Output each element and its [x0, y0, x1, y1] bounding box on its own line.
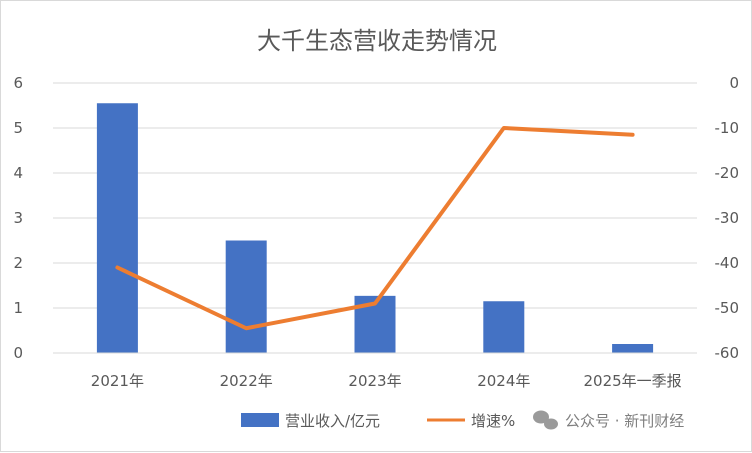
legend-bar-swatch	[241, 413, 279, 427]
right-tick-label: -30	[715, 209, 740, 227]
bar-revenue	[612, 344, 654, 353]
bar-revenue	[225, 240, 267, 353]
left-tick-label: 2	[13, 254, 23, 272]
x-tick-label: 2021年	[91, 372, 144, 390]
x-axis-labels: 2021年 2022年 2023年 2024年 2025年一季报	[91, 372, 682, 390]
watermark-text: 公众号 · 新刊财经	[565, 412, 684, 430]
revenue-bars	[96, 103, 654, 353]
x-tick-label: 2023年	[348, 372, 401, 390]
left-axis-ticks: 0 1 2 3 4 5 6	[13, 74, 23, 362]
left-tick-label: 0	[13, 344, 23, 362]
left-tick-label: 1	[13, 299, 23, 317]
legend-line-label: 增速%	[471, 412, 515, 430]
right-tick-label: -10	[715, 119, 740, 137]
right-tick-label: -40	[715, 254, 740, 272]
legend-bar-label: 营业收入/亿元	[285, 412, 380, 430]
left-tick-label: 4	[13, 164, 23, 182]
chart-title: 大千生态营收走势情况	[257, 27, 497, 55]
left-tick-label: 3	[13, 209, 23, 227]
right-tick-label: -50	[715, 299, 740, 317]
legend: 营业收入/亿元 增速%	[241, 412, 515, 430]
bar-revenue	[96, 103, 138, 353]
watermark: 公众号 · 新刊财经	[533, 410, 684, 430]
bar-revenue	[483, 301, 525, 353]
x-tick-label: 2022年	[220, 372, 273, 390]
gridlines	[53, 82, 697, 309]
wechat-icon	[533, 410, 558, 430]
right-tick-label: -20	[715, 164, 740, 182]
right-axis-ticks: -60 -50 -40 -30 -20 -10 0	[715, 74, 740, 362]
left-tick-label: 6	[13, 74, 23, 92]
right-tick-label: -60	[715, 344, 740, 362]
right-tick-label: 0	[729, 74, 739, 92]
x-tick-label: 2025年一季报	[584, 372, 682, 390]
left-tick-label: 5	[13, 119, 23, 137]
growth-line	[115, 126, 635, 331]
x-tick-label: 2024年	[477, 372, 530, 390]
